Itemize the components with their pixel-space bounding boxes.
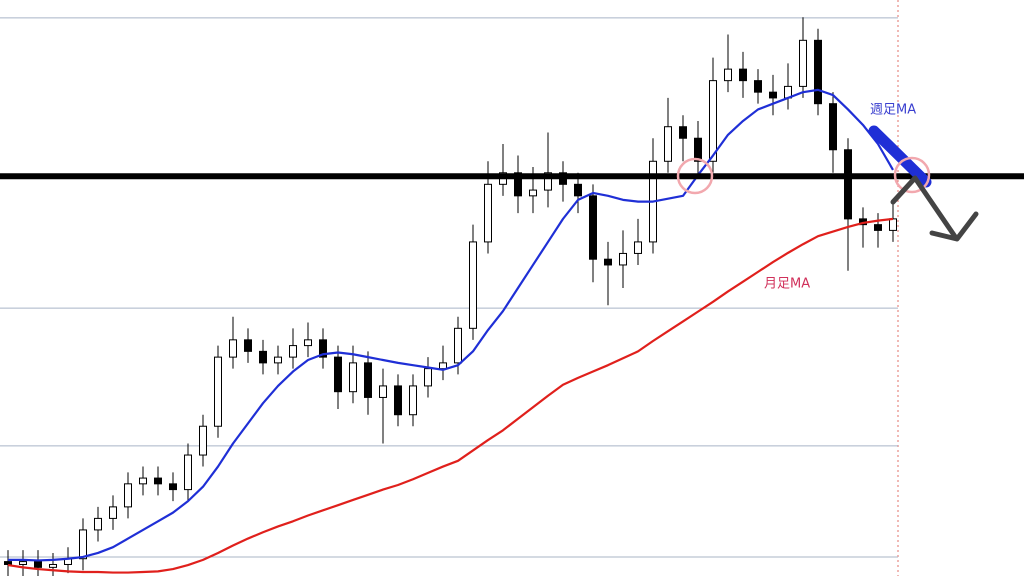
candle-body: [274, 356, 282, 364]
candle-body: [49, 563, 57, 568]
candle-body: [589, 195, 597, 260]
plot: [0, 17, 898, 576]
candle-body: [109, 506, 117, 519]
candle-body: [259, 350, 267, 364]
candle-body: [799, 39, 807, 87]
candle-body: [364, 362, 372, 398]
candle-body: [469, 241, 477, 329]
candle-body: [304, 339, 312, 347]
candle-body: [439, 362, 447, 370]
arrow-head: [929, 211, 979, 242]
candle-body: [154, 477, 162, 485]
candle-body: [409, 385, 417, 416]
monthly-ma-label: 月足MA: [764, 277, 810, 292]
candle-body: [484, 183, 492, 243]
ma-line: [8, 88, 894, 562]
candle-body: [244, 339, 252, 352]
candle-body: [664, 126, 672, 162]
candle-body: [694, 137, 702, 162]
candle-body: [124, 483, 132, 508]
candle-body: [829, 103, 837, 151]
candle-body: [844, 149, 852, 220]
highlight-circle: [676, 157, 714, 195]
candle-body: [79, 529, 87, 560]
candle-body: [574, 183, 582, 197]
candle-body: [424, 368, 432, 387]
candle-body: [289, 345, 297, 358]
candle-body: [94, 517, 102, 531]
candle-body: [529, 189, 537, 197]
candle-body: [454, 327, 462, 364]
candle-body: [169, 483, 177, 491]
candle-body: [544, 172, 552, 191]
ma-highlight: [868, 125, 932, 188]
candle-body: [754, 80, 762, 93]
candle-body: [679, 126, 687, 139]
candle-body: [199, 425, 207, 456]
candle-body: [874, 224, 882, 231]
candle-body: [394, 385, 402, 416]
candle-body: [379, 385, 387, 398]
candle-body: [634, 241, 642, 254]
ma-line: [7, 217, 894, 574]
candle-body: [34, 561, 42, 568]
candle-body: [724, 68, 732, 82]
candle-body: [349, 362, 357, 393]
candle-body: [229, 339, 237, 358]
highlight-circle: [893, 156, 931, 194]
candle-body: [739, 68, 747, 82]
candle-body: [514, 172, 522, 197]
candle-body: [139, 477, 147, 485]
trend-arrow: [890, 175, 959, 241]
candle-body: [319, 339, 327, 358]
candle-body: [19, 561, 27, 565]
candle-body: [619, 252, 627, 266]
candle-body: [709, 80, 717, 162]
candle-body: [184, 454, 192, 491]
candle-body: [334, 356, 342, 393]
candle-body: [814, 39, 822, 105]
candle-body: [889, 218, 897, 231]
weekly-ma-label: 週足MA: [870, 103, 916, 118]
candle-body: [769, 91, 777, 99]
candle-body: [604, 258, 612, 266]
candle-body: [4, 561, 12, 565]
candle-body: [214, 356, 222, 427]
